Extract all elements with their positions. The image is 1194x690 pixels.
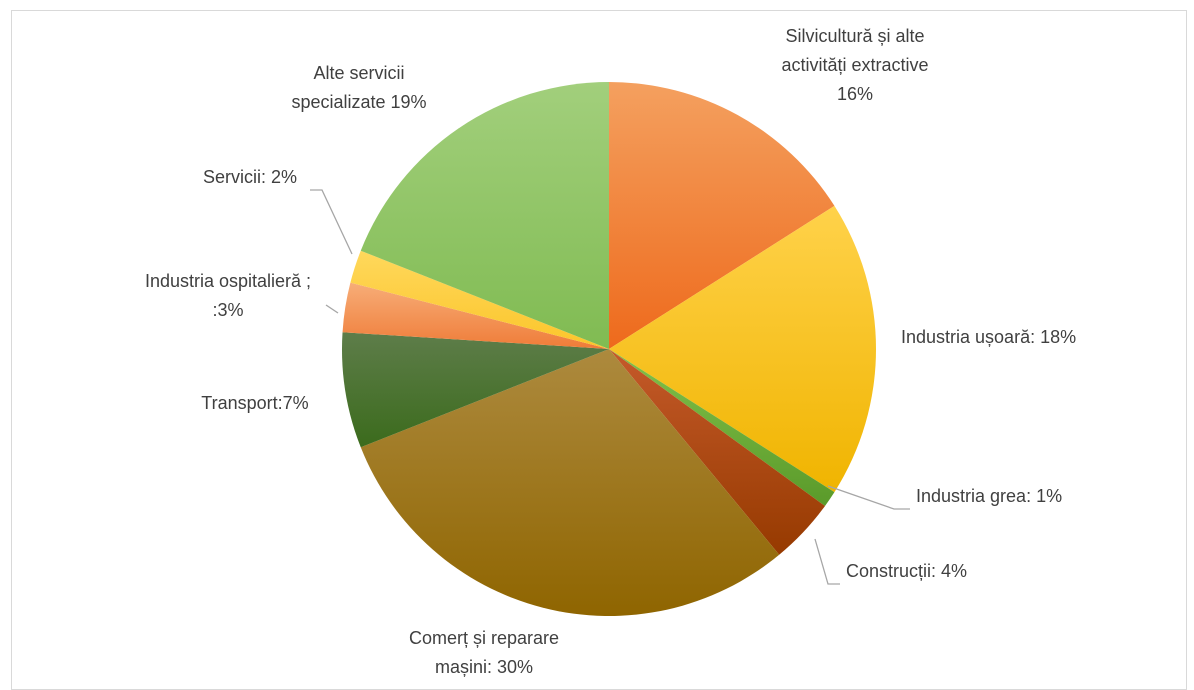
slice-label-comert-si-reparare-masini: Comerț și reparare mașini: 30% bbox=[409, 628, 559, 677]
slice-label-line: Industria ușoară: 18% bbox=[901, 327, 1076, 347]
slice-label-line: Comerț și reparare bbox=[409, 628, 559, 648]
slice-label-servicii: Servicii: 2% bbox=[203, 167, 297, 187]
slice-label-line: :3% bbox=[212, 300, 243, 320]
pie-slice-transport bbox=[342, 332, 609, 448]
slice-label-line: Silvicultură și alte bbox=[785, 26, 924, 46]
pie-slice-alte-servicii-specializate bbox=[360, 82, 609, 349]
slice-label-line: Industria grea: 1% bbox=[916, 486, 1062, 506]
leader-line-constructii bbox=[814, 538, 840, 585]
slice-label-constructii: Construcții: 4% bbox=[846, 561, 967, 581]
slice-label-industria-grea: Industria grea: 1% bbox=[916, 486, 1062, 506]
pie-slice-industria-usoara bbox=[609, 205, 877, 493]
pie-slice-servicii bbox=[350, 250, 609, 349]
slice-label-line: activități extractive bbox=[781, 55, 928, 75]
pie-slice-comert-si-reparare-masini bbox=[360, 349, 780, 617]
slice-label-line: Construcții: 4% bbox=[846, 561, 967, 581]
leader-line-servicii bbox=[310, 189, 353, 255]
pie-slice-industria-grea bbox=[609, 349, 835, 506]
pie-slice-industria-ospitaliera bbox=[342, 282, 609, 349]
slice-label-line: Industria ospitalieră ; bbox=[145, 271, 311, 291]
labels-layer: Silvicultură și alte activități extractiv… bbox=[145, 26, 1076, 677]
slice-label-industria-ospitaliera: Industria ospitalieră ; :3% bbox=[145, 271, 311, 320]
pie-slice-constructii bbox=[609, 349, 826, 555]
pie-slice-silvicultura-si-alte-activitati-extractive bbox=[609, 82, 835, 349]
slice-label-line: 16% bbox=[837, 84, 873, 104]
leader-line-industria-grea bbox=[827, 485, 910, 510]
slice-label-line: mașini: 30% bbox=[435, 657, 533, 677]
slice-label-line: specializate 19% bbox=[291, 92, 426, 112]
slice-label-industria-usoara: Industria ușoară: 18% bbox=[901, 327, 1076, 347]
slices-layer bbox=[342, 82, 877, 617]
slice-label-transport: Transport:7% bbox=[201, 393, 308, 413]
leader-lines-layer bbox=[310, 189, 910, 585]
slice-label-line: Transport:7% bbox=[201, 393, 308, 413]
slice-label-silvicultura-si-alte-activitati-extractive: Silvicultură și alte activități extractiv… bbox=[781, 26, 928, 104]
leader-line-industria-ospitaliera bbox=[325, 304, 339, 314]
slice-label-line: Servicii: 2% bbox=[203, 167, 297, 187]
slice-label-alte-servicii-specializate: Alte servicii specializate 19% bbox=[291, 63, 426, 112]
slice-label-line: Alte servicii bbox=[313, 63, 404, 83]
